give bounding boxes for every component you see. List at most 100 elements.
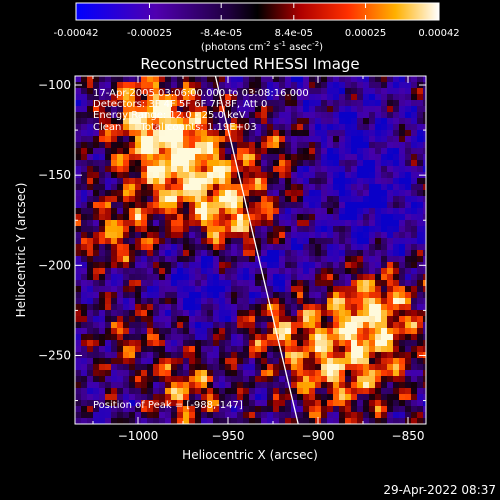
heatmap-cell: [231, 280, 238, 287]
heatmap-cell: [231, 286, 238, 293]
heatmap-cell: [405, 298, 412, 305]
heatmap-cell: [147, 358, 154, 365]
heatmap-cell: [327, 226, 334, 233]
heatmap-cell: [303, 148, 310, 155]
heatmap-cell: [219, 88, 226, 95]
heatmap-cell: [267, 274, 274, 281]
heatmap-cell: [219, 208, 226, 215]
heatmap-cell: [249, 340, 256, 347]
heatmap-cell: [411, 184, 418, 191]
heatmap-cell: [303, 322, 310, 329]
heatmap-cell: [177, 286, 184, 293]
heatmap-cell: [201, 340, 208, 347]
heatmap-cell: [159, 76, 166, 83]
heatmap-cell: [309, 394, 316, 401]
heatmap-cell: [267, 400, 274, 407]
heatmap-cell: [261, 118, 268, 125]
heatmap-cell: [381, 280, 388, 287]
heatmap-cell: [207, 214, 214, 221]
heatmap-cell: [129, 202, 136, 209]
heatmap-cell: [393, 256, 400, 263]
heatmap-cell: [381, 352, 388, 359]
heatmap-cell: [393, 148, 400, 155]
heatmap-cell: [165, 316, 172, 323]
heatmap-cell: [291, 262, 298, 269]
heatmap-cell: [315, 340, 322, 347]
heatmap-cell: [279, 160, 286, 167]
heatmap-cell: [417, 406, 424, 413]
heatmap-cell: [231, 220, 238, 227]
heatmap-cell: [231, 148, 238, 155]
heatmap-cell: [243, 388, 250, 395]
heatmap-cell: [297, 250, 304, 257]
heatmap-cell: [111, 358, 118, 365]
heatmap-cell: [237, 346, 244, 353]
heatmap-cell: [369, 382, 376, 389]
heatmap-cell: [297, 232, 304, 239]
heatmap-cell: [381, 166, 388, 173]
heatmap-cell: [405, 232, 412, 239]
heatmap-cell: [267, 172, 274, 179]
heatmap-cell: [399, 106, 406, 113]
heatmap-cell: [357, 166, 364, 173]
heatmap-cell: [393, 190, 400, 197]
heatmap-cell: [381, 208, 388, 215]
heatmap-cell: [387, 136, 394, 143]
heatmap-cell: [345, 238, 352, 245]
heatmap-cell: [321, 316, 328, 323]
heatmap-cell: [231, 178, 238, 185]
heatmap-cell: [315, 388, 322, 395]
heatmap-cell: [369, 196, 376, 203]
heatmap-cell: [405, 292, 412, 299]
heatmap-cell: [267, 148, 274, 155]
heatmap-cell: [99, 232, 106, 239]
heatmap-cell: [117, 124, 124, 131]
heatmap-cell: [381, 106, 388, 113]
heatmap-cell: [267, 118, 274, 125]
heatmap-cell: [75, 112, 82, 119]
heatmap-cell: [171, 388, 178, 395]
heatmap-cell: [369, 82, 376, 89]
heatmap-cell: [405, 274, 412, 281]
heatmap-cell: [75, 316, 82, 323]
heatmap-cell: [207, 118, 214, 125]
heatmap-cell: [291, 172, 298, 179]
heatmap-cell: [171, 220, 178, 227]
heatmap-cell: [99, 310, 106, 317]
heatmap-cell: [291, 124, 298, 131]
heatmap-cell: [279, 76, 286, 83]
heatmap-cell: [309, 376, 316, 383]
heatmap-cell: [75, 238, 82, 245]
heatmap-cell: [147, 244, 154, 251]
heatmap-cell: [123, 280, 130, 287]
heatmap-cell: [351, 202, 358, 209]
heatmap-cell: [135, 292, 142, 299]
heatmap-cell: [279, 346, 286, 353]
heatmap-cell: [231, 124, 238, 131]
heatmap-cell: [75, 274, 82, 281]
heatmap-cell: [141, 208, 148, 215]
heatmap-cell: [291, 370, 298, 377]
heatmap-cell: [129, 82, 136, 89]
heatmap-cell: [369, 250, 376, 257]
heatmap-cell: [273, 316, 280, 323]
heatmap-cell: [153, 208, 160, 215]
heatmap-cell: [81, 142, 88, 149]
heatmap-cell: [405, 286, 412, 293]
heatmap-cell: [237, 232, 244, 239]
heatmap-cell: [81, 232, 88, 239]
heatmap-cell: [159, 88, 166, 95]
heatmap-cell: [141, 178, 148, 185]
heatmap-cell: [117, 190, 124, 197]
heatmap-cell: [381, 142, 388, 149]
heatmap-cell: [99, 82, 106, 89]
heatmap-cell: [273, 214, 280, 221]
heatmap-cell: [249, 358, 256, 365]
heatmap-cell: [363, 250, 370, 257]
heatmap-cell: [135, 310, 142, 317]
heatmap-cell: [291, 118, 298, 125]
heatmap-cell: [189, 274, 196, 281]
heatmap-cell: [135, 298, 142, 305]
heatmap-cell: [225, 280, 232, 287]
heatmap-cell: [315, 328, 322, 335]
